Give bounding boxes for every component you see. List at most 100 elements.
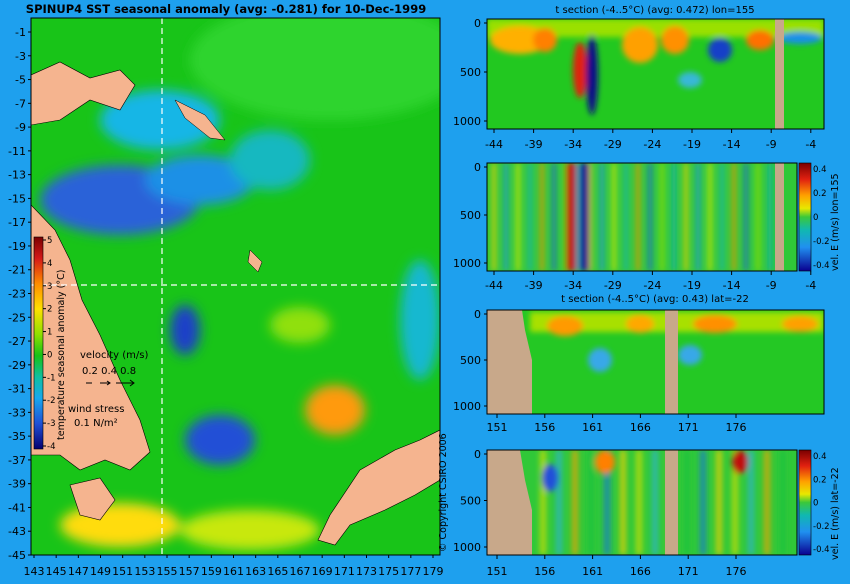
map-x-tick-label: 143 <box>24 565 45 578</box>
section-x-tick-label: 151 <box>487 565 508 578</box>
colorbar-tick-label: 5 <box>47 236 52 246</box>
section-colorbar-tick-label: 0.4 <box>813 165 827 175</box>
velocity-stripe-blue <box>580 163 589 271</box>
panel3-section <box>487 310 824 414</box>
panel1-cool-surface <box>778 32 822 44</box>
map-x-tick-label: 157 <box>179 565 200 578</box>
section-x-tick-label: -34 <box>564 279 582 292</box>
panel2-frame <box>486 162 798 272</box>
anomaly-patch-cyan <box>230 130 310 190</box>
velocity-stripe <box>748 450 754 555</box>
map-y-axis: -1 -3 -5 -7 -9 -11 -13 -15 -17 -19 -21 -23 -25 -27 -29… <box>8 26 31 562</box>
section-x-tick-label: -29 <box>604 138 622 151</box>
velocity-stripe <box>764 450 770 555</box>
panel2-colorbar-label: vel. E (m/s) lon=155 <box>830 173 841 271</box>
map-y-tick-label: -37 <box>8 454 26 467</box>
map-y-tick-label: -27 <box>8 335 26 348</box>
panel1-title: t section (-4..5°C) (avg: 0.472) lon=155 <box>555 5 754 16</box>
section-colorbar-tick-label: -0.4 <box>813 545 830 555</box>
map-y-tick-label: -29 <box>8 359 26 372</box>
section-x-tick-label: -19 <box>683 138 701 151</box>
section-x-tick-label: 161 <box>582 421 603 434</box>
section-x-tick-label: 166 <box>630 421 651 434</box>
map-x-tick-label: 167 <box>290 565 311 578</box>
map-x-tick-label: 165 <box>267 565 288 578</box>
panel1-warm-core <box>490 26 550 54</box>
velocity-jet <box>732 450 748 474</box>
map-y-tick-label: -13 <box>8 169 26 182</box>
map-colorbar-ticks: 5 4 3 2 1 0 -1 -2 -3 -4 <box>43 236 55 452</box>
map-x-tick-label: 147 <box>68 565 89 578</box>
panel4-topography <box>665 450 678 555</box>
anomaly-patch-warm <box>305 385 365 435</box>
map-x-tick-label: 177 <box>400 565 421 578</box>
velocity-stripe-red <box>566 163 576 271</box>
map-y-tick-label: -11 <box>8 145 26 158</box>
panel1-warm-core-2 <box>533 28 557 52</box>
panel1-topography <box>775 19 784 129</box>
panel1-warm-blob-3 <box>746 30 774 50</box>
velocity-stripe <box>600 163 604 271</box>
section-x-tick-label: 151 <box>487 421 508 434</box>
section-colorbar-tick-label: 0 <box>813 499 818 509</box>
section-y-tick-label: 0 <box>474 17 481 30</box>
velocity-stripe <box>696 163 700 271</box>
map-x-tick-label: 173 <box>356 565 377 578</box>
panel1-red-column <box>573 42 587 98</box>
velocity-legend-scale: 0.2 0.4 0.8 <box>82 366 136 377</box>
panel3-cool-patch <box>588 348 612 372</box>
copyright-text: © Copyright CSIRO 2006 <box>438 433 449 552</box>
section-x-tick-label: -24 <box>643 138 661 151</box>
colorbar-tick-label: 4 <box>47 259 52 269</box>
velocity-stripe <box>780 450 786 555</box>
velocity-stripe <box>732 163 736 271</box>
map-x-tick-label: 149 <box>90 565 111 578</box>
velocity-stripe <box>528 163 532 271</box>
velocity-stripe <box>636 450 642 555</box>
map-y-tick-label: -35 <box>8 430 26 443</box>
colorbar-tick-label: -3 <box>47 419 55 429</box>
section-x-tick-label: -14 <box>723 279 741 292</box>
panel3-warm-blob-3 <box>693 315 737 333</box>
wind-legend-label: wind stress <box>68 404 124 415</box>
map-y-tick-label: -39 <box>8 478 26 491</box>
section-x-tick-label: -44 <box>485 279 503 292</box>
colorbar-tick-label: -1 <box>47 373 55 383</box>
map-title: SPINUP4 SST seasonal anomaly (avg: -0.28… <box>26 2 426 16</box>
section-x-tick-label: -29 <box>604 279 622 292</box>
velocity-stripe <box>576 163 580 271</box>
section-colorbar-tick-label: 0.2 <box>813 189 827 199</box>
section-y-tick-label: 0 <box>474 308 481 321</box>
land-tasmania <box>69 477 116 521</box>
map-x-tick-label: 175 <box>378 565 399 578</box>
section-colorbar-tick-label: 0.2 <box>813 475 827 485</box>
section-y-tick-label: 500 <box>460 209 481 222</box>
panel3-title: t section (-4..5°C) (avg: 0.43) lat=-22 <box>561 294 749 305</box>
map-y-tick-label: -15 <box>8 192 26 205</box>
panel1-cold-eddy <box>708 38 732 62</box>
anomaly-patch-coral <box>100 90 220 150</box>
section-x-tick-label: -39 <box>525 279 543 292</box>
velocity-stripe <box>768 163 772 271</box>
section-x-tick-label: 161 <box>582 565 603 578</box>
section-x-tick-label: 156 <box>534 565 555 578</box>
panel3-land <box>487 310 532 414</box>
map-y-tick-label: -19 <box>8 240 26 253</box>
velocity-stripe <box>620 450 626 555</box>
panel3-warm-blob <box>547 316 583 336</box>
velocity-stripe <box>636 163 640 271</box>
section-x-tick-label: 176 <box>726 565 747 578</box>
section-x-tick-label: -4 <box>805 279 816 292</box>
map-x-axis: 143 145 147 149 151 153 155 157 159 161 163 165 167 1… <box>24 555 444 578</box>
section-x-tick-label: 171 <box>678 565 699 578</box>
section-y-tick-label: 500 <box>460 66 481 79</box>
velocity-stripe <box>612 163 616 271</box>
map-y-tick-label: -45 <box>8 549 26 562</box>
velocity-stripe <box>652 450 658 555</box>
panel3-topography <box>665 310 678 414</box>
velocity-stripe <box>540 163 544 271</box>
map-x-tick-label: 153 <box>134 565 155 578</box>
map-y-tick-label: -43 <box>8 525 26 538</box>
panel3-cool-patch-2 <box>678 345 702 365</box>
